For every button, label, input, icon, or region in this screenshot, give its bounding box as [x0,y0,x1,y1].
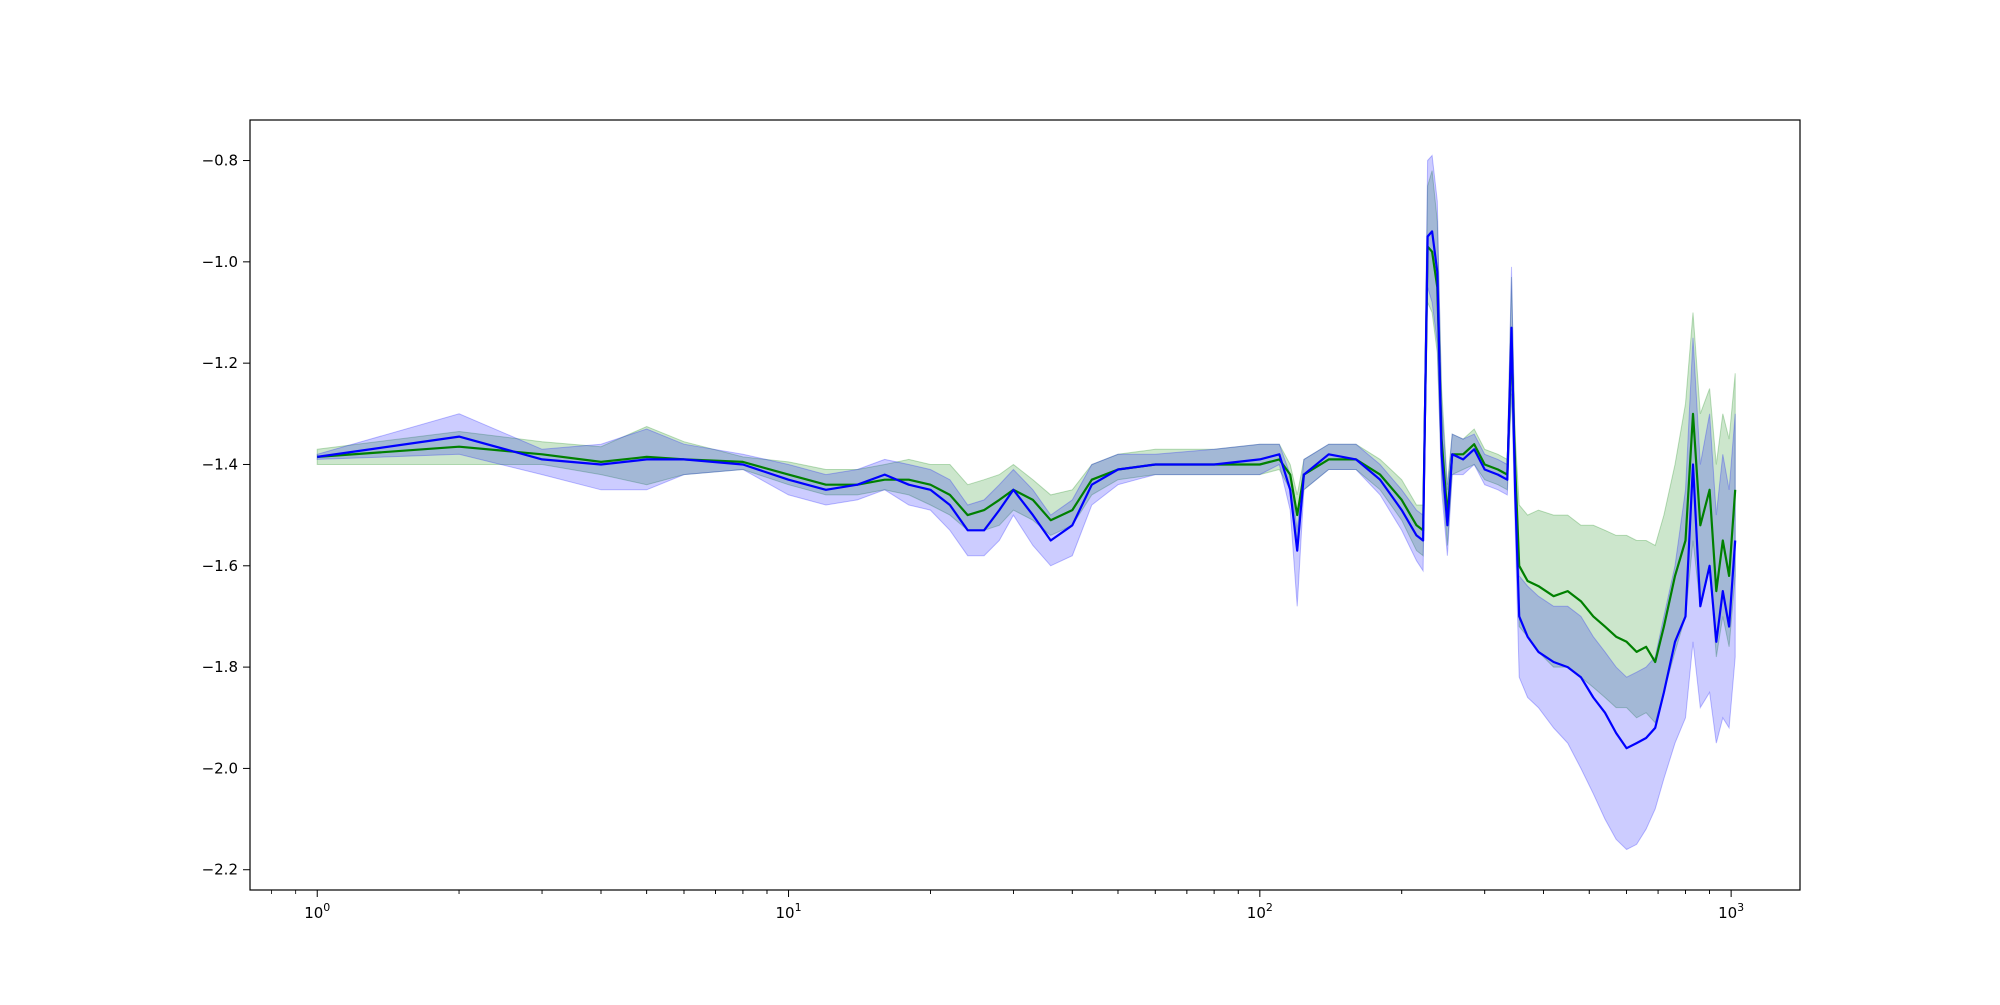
x-axis: 100 101 102 103 [271,890,1744,922]
x-tick-label: 103 [1718,901,1744,922]
series-lines [317,230,1737,750]
plot-frame [249,119,1801,891]
error-bands [316,154,1736,851]
y-tick-label: −1.6 [202,557,238,575]
y-tick-label: −1.8 [202,658,238,676]
y-tick-label: −2.2 [202,861,238,879]
series-2-band [316,154,1736,851]
y-tick-label: −2.0 [202,759,238,777]
y-tick-label: −1.2 [202,354,238,372]
x-tick-label: 101 [775,901,801,922]
y-tick-label: −0.8 [202,152,238,170]
x-tick-label: 100 [304,901,330,922]
y-axis: −0.8 −1.0 −1.2 −1.4 −1.6 −1.8 −2.0 −2.2 [202,152,250,879]
series-1-band [316,170,1736,724]
series-2-line [317,230,1737,750]
y-tick-label: −1.0 [202,253,238,271]
x-tick-label: 102 [1247,901,1273,922]
y-tick-label: −1.4 [202,455,238,473]
